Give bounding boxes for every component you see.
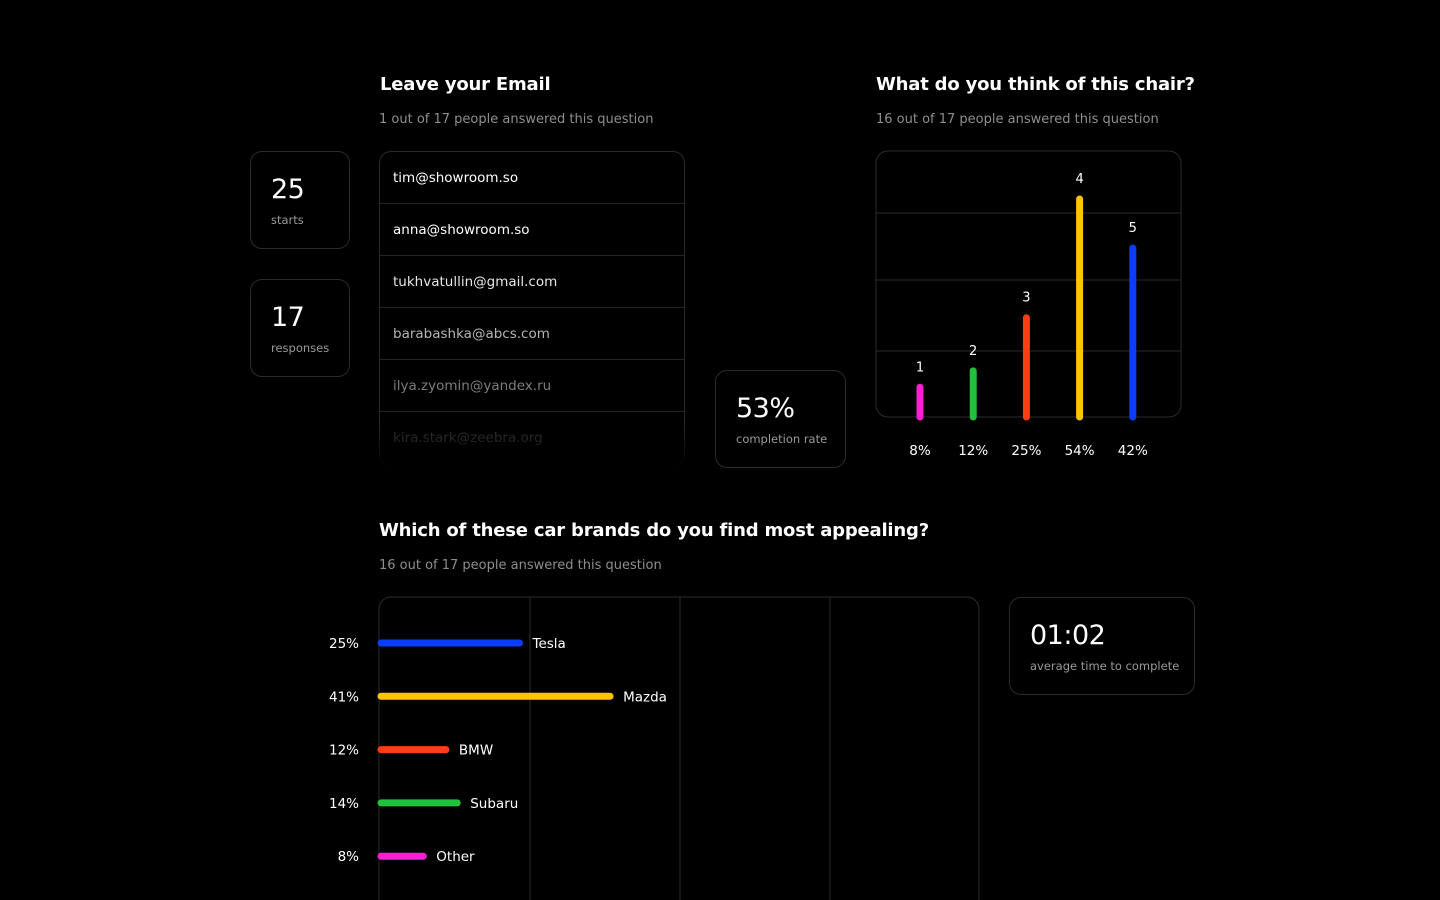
bar-percent-label: 12%: [329, 743, 359, 759]
email-list-item[interactable]: tukhvatullin@gmail.com: [380, 256, 684, 308]
completion-card: 53% completion rate: [715, 370, 846, 468]
email-list[interactable]: tim@showroom.so anna@showroom.so tukhvat…: [379, 151, 685, 467]
starts-value: 25: [271, 174, 305, 205]
car-question-title: Which of these car brands do you find mo…: [379, 520, 929, 541]
email-list-item[interactable]: ilya.zyomin@yandex.ru: [380, 360, 684, 412]
car-brand-chart: 25% Tesla 41% Mazda 12% BMW 14% Subaru 8% Other: [329, 596, 980, 900]
bar-percent-label: 14%: [329, 796, 359, 812]
bar-percent-label: 25%: [329, 636, 359, 652]
bar-category-label: 2: [969, 344, 977, 359]
bar-percent-label: 8%: [338, 849, 360, 865]
email-question-title: Leave your Email: [380, 74, 551, 95]
avg-time-card: 01:02 average time to complete: [1009, 597, 1195, 695]
starts-label: starts: [271, 213, 304, 227]
email-list-item[interactable]: barabashka@abcs.com: [380, 308, 684, 360]
email-list-item[interactable]: anna@showroom.so: [380, 204, 684, 256]
bar-category-label: Other: [436, 849, 475, 865]
bar-category-label: 3: [1022, 291, 1030, 306]
chart-frame: [378, 596, 980, 900]
avg-time-label: average time to complete: [1030, 659, 1180, 673]
bar-category-label: Tesla: [532, 636, 566, 652]
bar-category-label: 1: [916, 360, 924, 375]
email-list-item[interactable]: kira.stark@zeebra.org: [393, 430, 543, 446]
starts-card: 25 starts: [250, 151, 350, 249]
chair-question-title: What do you think of this chair?: [876, 74, 1195, 95]
completion-value: 53%: [736, 393, 795, 424]
completion-label: completion rate: [736, 432, 828, 446]
chair-question-subtitle: 16 out of 17 people answered this questi…: [876, 112, 1159, 127]
bar-percent-label: 42%: [1118, 443, 1148, 459]
email-question-subtitle: 1 out of 17 people answered this questio…: [379, 112, 654, 127]
email-list-item[interactable]: tim@showroom.so: [380, 152, 684, 204]
bar-category-label: BMW: [459, 743, 493, 759]
bar-percent-label: 54%: [1065, 443, 1095, 459]
bar-percent-label: 12%: [958, 443, 988, 459]
responses-value: 17: [271, 302, 305, 333]
responses-card: 17 responses: [250, 279, 350, 377]
bar-category-label: Mazda: [623, 689, 667, 705]
bar-percent-label: 25%: [1011, 443, 1041, 459]
avg-time-value: 01:02: [1030, 620, 1106, 651]
responses-label: responses: [271, 341, 330, 355]
bar-category-label: 4: [1075, 172, 1083, 187]
bar-category-label: 5: [1129, 221, 1137, 236]
chair-rating-chart: 1 8% 2 12% 3 25% 4 54% 5 42%: [875, 150, 1182, 459]
car-question-subtitle: 16 out of 17 people answered this questi…: [379, 558, 662, 573]
bar-percent-label: 8%: [909, 443, 931, 459]
bar-percent-label: 41%: [329, 689, 359, 705]
bar-category-label: Subaru: [470, 796, 518, 812]
